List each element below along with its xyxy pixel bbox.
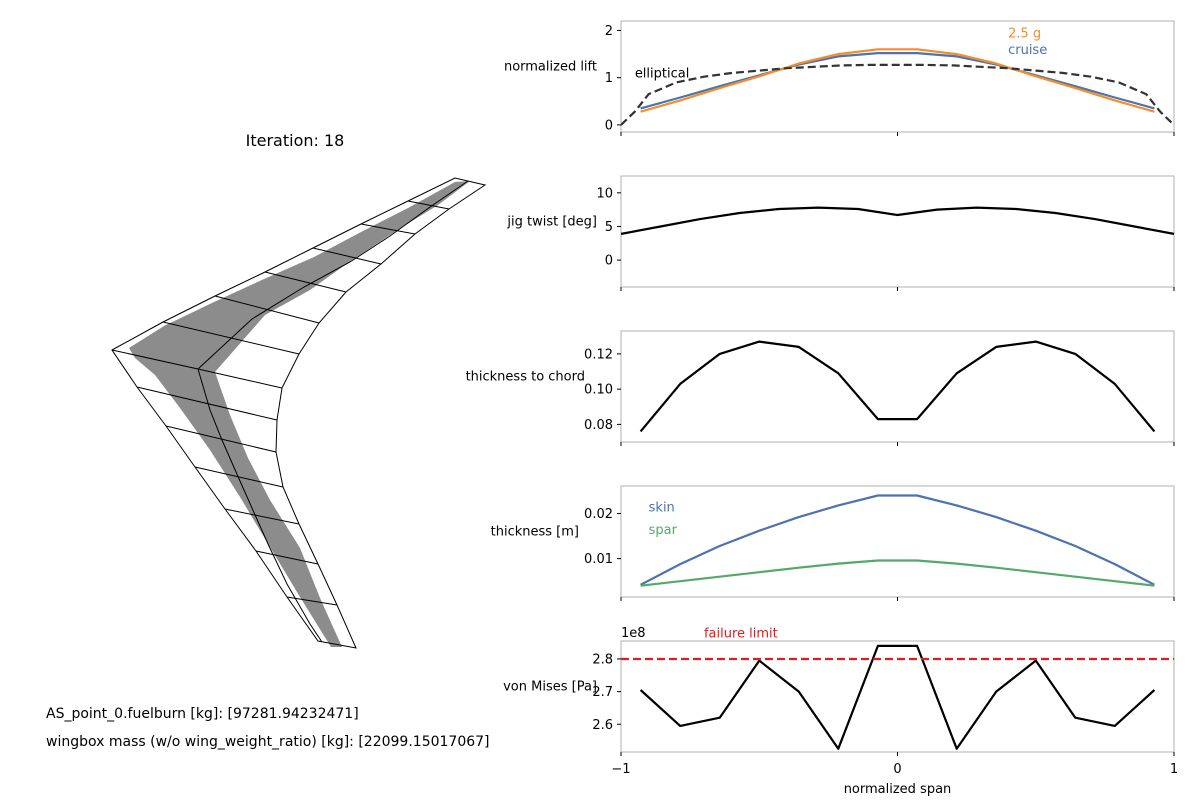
axes-frame xyxy=(620,330,1175,443)
axes-frame xyxy=(620,485,1175,598)
series-line-spar xyxy=(640,559,1155,587)
y-axis-label: normalized lift xyxy=(504,60,597,75)
series-line xyxy=(639,644,1156,750)
chart-tc: 0.08 0.10 0.12 thickness to chord xyxy=(466,330,1175,446)
series-line-cruise xyxy=(640,51,1155,110)
wing-panel: Iteration: 18 xyxy=(46,131,490,750)
y-tick-label: 2.8 xyxy=(592,652,613,667)
y-tick-label: 0.01 xyxy=(584,552,613,567)
y-tick-label: 0.10 xyxy=(584,383,613,398)
y-axis-label: jig twist [deg] xyxy=(506,215,597,230)
chart-lift: 0 1 2 normalized lift elliptical 2.5 g cruise xyxy=(504,20,1175,136)
x-axis-label: normalized span xyxy=(844,782,952,797)
chart-vonmises: 2.6 2.7 2.8 −1 0 1 von Mises [Pa] 1e8 normalized… xyxy=(503,626,1178,797)
series-line xyxy=(621,206,1174,235)
series-line-elliptical xyxy=(621,63,1174,126)
wing-ribs xyxy=(111,200,450,606)
wing-3d-view xyxy=(111,177,487,649)
y-tick-label: 0 xyxy=(605,254,613,269)
y-axis-label: thickness [m] xyxy=(491,525,579,540)
chart-twist: 0 5 10 jig twist [deg] xyxy=(506,175,1175,291)
y-tick-label: 0.02 xyxy=(584,507,613,522)
annotation-label: failure limit xyxy=(704,626,778,641)
y-tick-label: 0.12 xyxy=(584,347,613,362)
axes-frame xyxy=(620,640,1175,753)
wingbox-shape xyxy=(129,181,470,647)
annotation-label: elliptical xyxy=(635,66,690,81)
annotation-label: cruise xyxy=(1008,43,1047,58)
y-axis-label: von Mises [Pa] xyxy=(503,680,597,695)
y-axis-label: thickness to chord xyxy=(466,370,585,385)
series-line xyxy=(639,340,1156,433)
y-tick-label: 10 xyxy=(596,186,613,201)
y-tick-label: 0.08 xyxy=(584,418,613,433)
wing-spar-line-lower xyxy=(197,368,323,643)
axes-frame xyxy=(620,175,1175,288)
series-line-skin xyxy=(640,494,1155,586)
iteration-title: Iteration: 18 xyxy=(246,131,345,150)
series-line-2-5-g xyxy=(640,48,1155,113)
annotation-label: 2.5 g xyxy=(1008,26,1041,41)
y-tick-label: 1 xyxy=(605,71,613,86)
x-tick-label: −1 xyxy=(611,762,630,777)
annotation-label: spar xyxy=(649,523,678,538)
y-tick-label: 2.7 xyxy=(592,685,613,700)
y-offset-label: 1e8 xyxy=(621,626,646,641)
annotation-label: skin xyxy=(649,500,675,515)
wing-spar-line xyxy=(197,180,469,370)
fuelburn-readout: AS_point_0.fuelburn [kg]: [97281.9423247… xyxy=(46,706,359,722)
y-tick-label: 5 xyxy=(605,220,613,235)
x-tick-label: 1 xyxy=(1170,762,1178,777)
y-tick-label: 2.6 xyxy=(592,718,613,733)
x-tick-label: 0 xyxy=(893,762,901,777)
chart-thickness: 0.01 0.02 thickness [m] skin spar xyxy=(491,485,1175,601)
wingbox-mass-readout: wingbox mass (w/o wing_weight_ratio) [kg… xyxy=(46,734,490,750)
y-tick-label: 2 xyxy=(605,24,613,39)
y-tick-label: 0 xyxy=(605,118,613,133)
